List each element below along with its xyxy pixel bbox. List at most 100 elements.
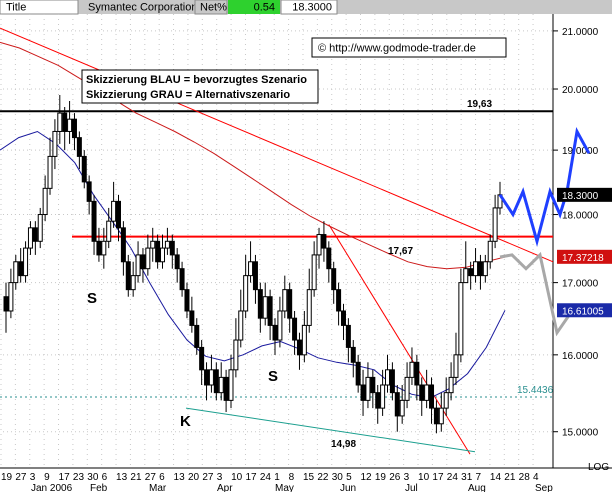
copyright-text[interactable]: © http://www.godmode-trader.de (318, 43, 476, 55)
price-tag-label: 16.61005 (562, 306, 604, 317)
title-cell: Title (6, 1, 26, 13)
candle-body (389, 369, 395, 394)
candle-body (52, 130, 58, 157)
x-tick-label: 15 (303, 472, 315, 483)
candle-body (179, 268, 185, 291)
candle-body (208, 369, 214, 386)
x-tick-label: 21 (504, 472, 516, 483)
candle-body (125, 261, 131, 291)
candle-body (67, 118, 73, 132)
x-tick-label: 31 (461, 472, 473, 483)
x-axis: 19 27 3 9 17 23 30 6 13 21 27 6 13 20 27 3 10 17 24 1 8 15 22 3… (0, 467, 612, 492)
candle-body (218, 376, 224, 394)
candle-body (433, 407, 439, 425)
candle-body (394, 392, 400, 417)
candle-body (23, 247, 29, 277)
candle-body (150, 240, 156, 249)
x-tick-label: 6 (159, 472, 165, 483)
last-value: 18.3000 (292, 1, 332, 13)
y-axis: 21.0000 20.0000 19.0000 18.0000 17.0000 16.00… (552, 14, 599, 468)
candle-body (111, 200, 117, 222)
x-tick-label: 6 (102, 472, 108, 483)
y-tick-label: 21.0000 (562, 27, 599, 38)
candle-body (115, 200, 121, 229)
candle-body (336, 289, 342, 312)
x-month-label: Sep (535, 483, 553, 492)
candle-body (370, 376, 376, 394)
candle-body (301, 324, 307, 356)
candle-body (345, 324, 351, 348)
x-tick-label: 22 (317, 472, 329, 483)
candle-body (199, 346, 205, 371)
x-tick-label: 4 (533, 472, 539, 483)
log-scale-label: LOG (588, 462, 609, 473)
candle-body (204, 369, 210, 386)
candle-body (130, 275, 136, 291)
candle-body (164, 240, 170, 249)
candle-body (213, 369, 219, 394)
x-tick-label: 3 (217, 472, 223, 483)
candle-body (438, 407, 444, 425)
candle-body (355, 361, 361, 386)
candle-body (27, 227, 33, 249)
change-label-box (194, 0, 228, 15)
x-tick-label: 30 (87, 472, 99, 483)
pattern-head: K (180, 413, 191, 430)
candle-body (487, 240, 493, 263)
candle-body (414, 361, 420, 386)
y-tick-label: 17.0000 (562, 279, 599, 290)
x-tick-label: 1 (274, 472, 280, 483)
candle-body (326, 247, 332, 270)
last-value-box (280, 0, 338, 15)
candle-body (13, 261, 19, 284)
change-label: Net% (200, 1, 227, 13)
candle-body (375, 392, 381, 409)
x-tick-label: 10 (418, 472, 430, 483)
candle-body (42, 187, 48, 216)
x-tick-label: 28 (519, 472, 531, 483)
long-downtrend-line (0, 27, 554, 263)
candle-body (18, 261, 24, 277)
candle-body (184, 289, 190, 312)
x-month-label: Apr (217, 483, 233, 492)
candle-body (292, 317, 298, 341)
candle-body (424, 384, 430, 401)
candle-body (321, 234, 327, 249)
y-tick-label: 16.0000 (562, 351, 599, 362)
dotted-level-label: 15.4436 (517, 385, 554, 396)
candle-body (463, 268, 469, 284)
change-value: 0.54 (254, 1, 275, 13)
x-tick-label: 9 (44, 472, 50, 483)
candle-body (174, 254, 180, 270)
candle-body (350, 346, 356, 363)
candle-body (277, 310, 283, 341)
candle-body (482, 261, 488, 277)
price-tag-box (557, 187, 612, 202)
y-tick-label: 15.0000 (562, 428, 599, 439)
candle-body (96, 240, 102, 256)
candle-body (252, 261, 258, 291)
x-tick-label: 3 (404, 472, 410, 483)
candle-body (340, 310, 346, 326)
candle-body (380, 384, 386, 409)
x-tick-label: 19 (375, 472, 387, 483)
candle-body (140, 254, 146, 270)
x-tick-label: 24 (260, 472, 272, 483)
candle-body (81, 155, 87, 183)
x-month-label: Feb (90, 483, 108, 492)
x-tick-label: 5 (346, 472, 352, 483)
candle-body (429, 384, 435, 409)
x-tick-label: 19 (1, 472, 13, 483)
x-tick-label: 7 (476, 472, 482, 483)
candle-body (360, 384, 366, 401)
candle-body (306, 289, 312, 326)
candle-body (468, 268, 474, 277)
scenarios (498, 126, 591, 337)
candle-body (37, 214, 43, 242)
candle-body (448, 376, 454, 394)
x-tick-label: 24 (447, 472, 459, 483)
candle-body (62, 112, 68, 132)
candles (3, 94, 503, 434)
candle-body (32, 227, 38, 242)
candle-body (409, 361, 415, 378)
